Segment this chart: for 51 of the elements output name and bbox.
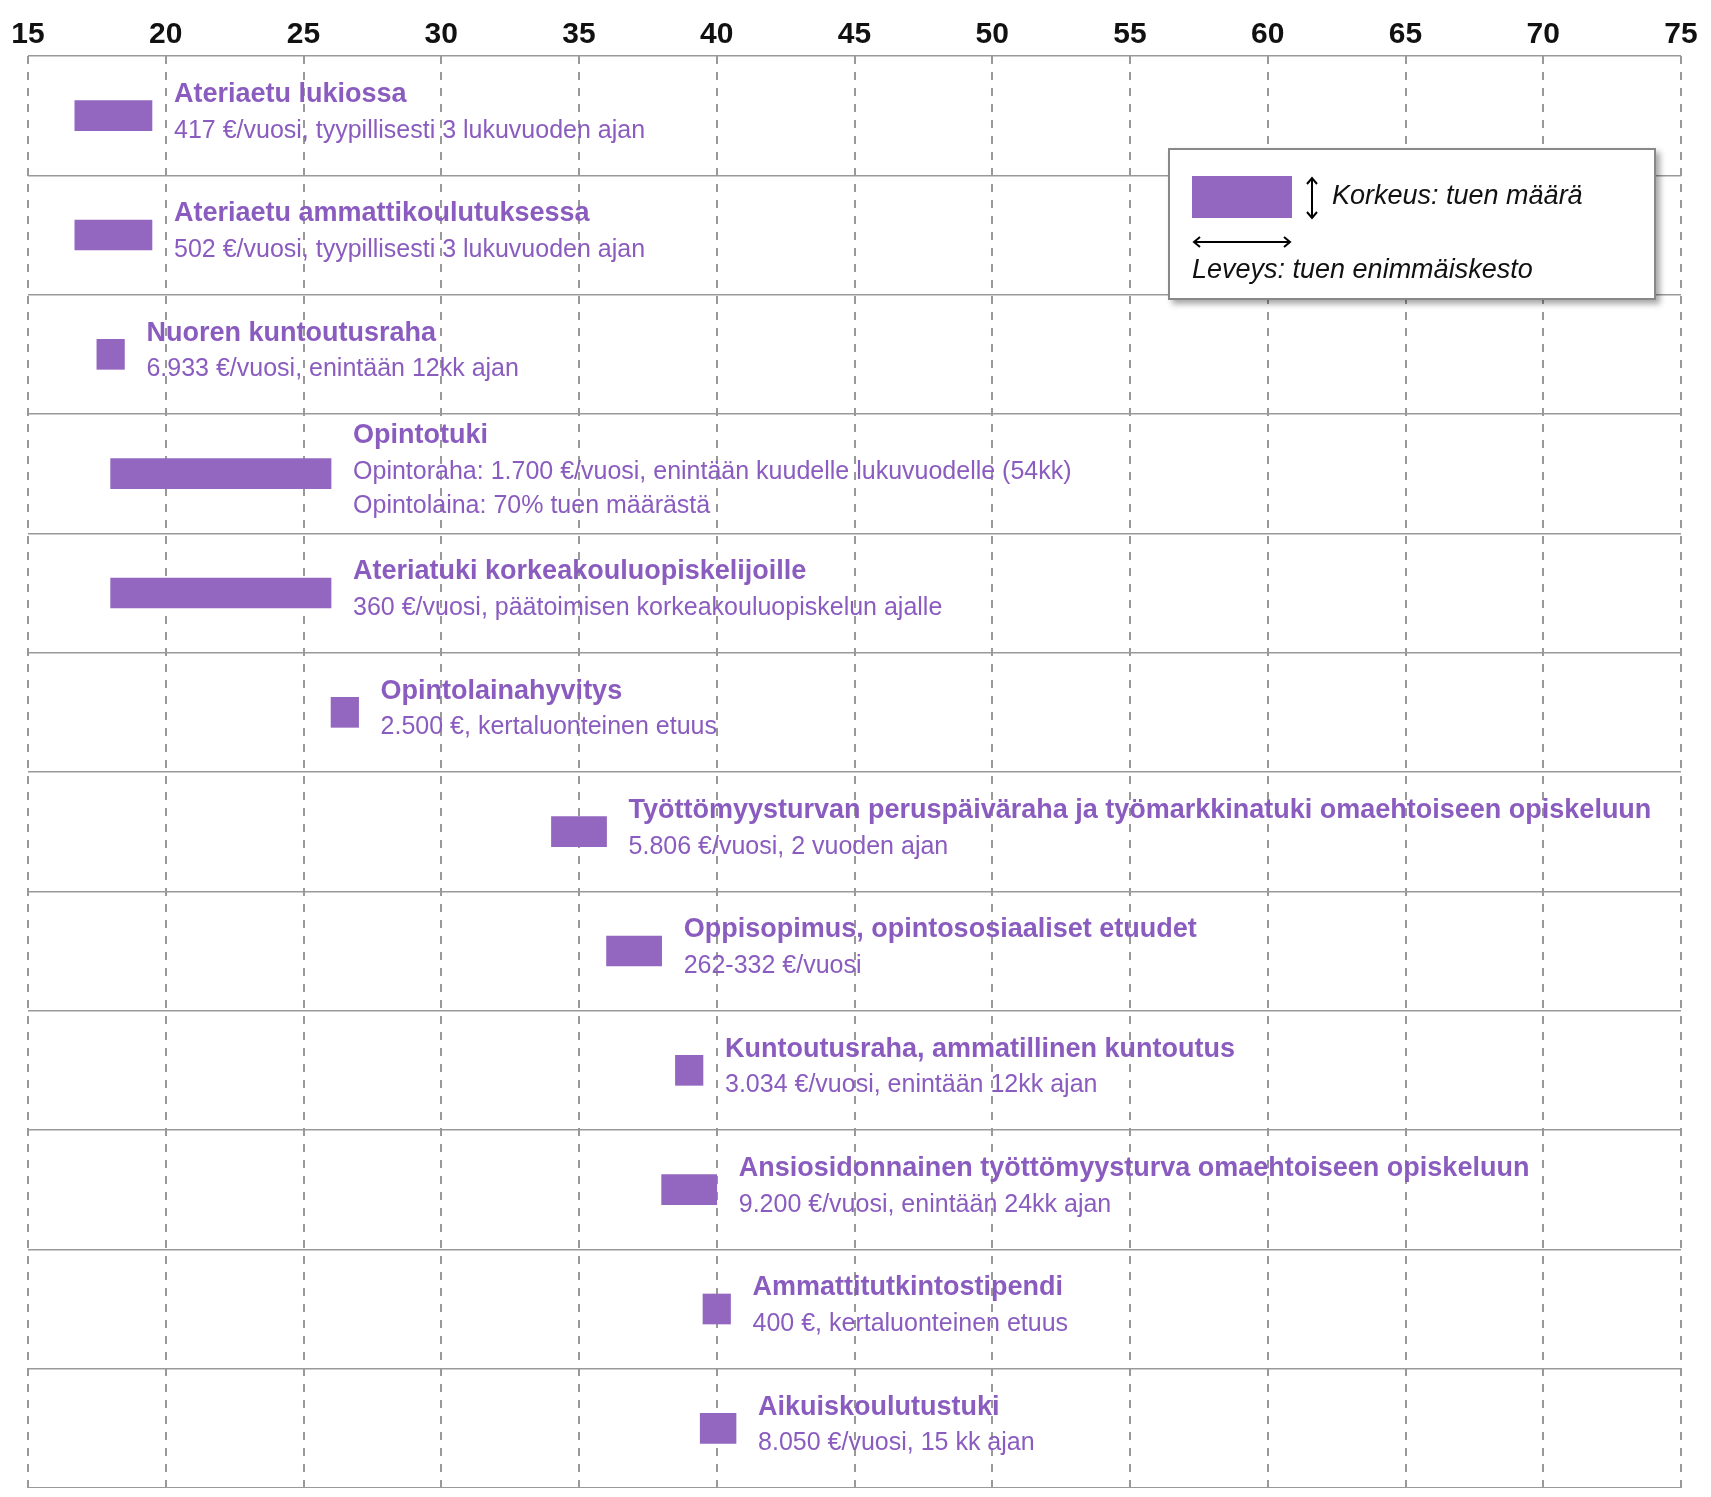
y-tick-label: Ansiosidonnainen työttömyysturva omaehtoiseen opiskeluun xyxy=(738,1152,1530,1183)
annotation: 2.500 €, kertaluonteinen etuus xyxy=(380,711,717,740)
y-tick-label: Kuntoutusraha, ammatillinen kuntoutus xyxy=(724,1032,1236,1063)
x-tick-label: 75 xyxy=(1664,16,1698,50)
x-tick-label: 65 xyxy=(1388,16,1423,50)
bar xyxy=(606,935,662,967)
x-tick-label: 70 xyxy=(1526,16,1560,50)
x-tick-label: 45 xyxy=(837,16,872,50)
x-tick-label: 20 xyxy=(149,16,183,50)
y-tick-label: Opintotuki xyxy=(353,419,489,450)
bar xyxy=(74,100,153,131)
y-tick-label: Työttömyysturvan peruspäiväraha ja työmarkkinatuki omaehtoiseen opiskeluun xyxy=(628,794,1652,825)
x-tick-label: 60 xyxy=(1251,16,1285,50)
y-tick-label: Nuoren kuntoutusraha xyxy=(146,316,437,347)
x-tick-label: 35 xyxy=(562,16,596,50)
x-tick-label: 15 xyxy=(11,16,45,50)
bar xyxy=(96,339,125,370)
annotation: Opintoraha: 1.700 €/vuosi, enintään kuudelle lukuvuodelle (54kk) Opintolaina: 70% tuen määrästä xyxy=(353,455,1072,518)
annotation: 8.050 €/vuosi, 15 kk ajan xyxy=(758,1427,1035,1456)
bar xyxy=(74,219,153,251)
bar xyxy=(675,1055,704,1086)
y-tick-label: Oppisopimus, opintososiaaliset etuudet xyxy=(683,913,1197,944)
y-tick-label: Ateriaetu ammattikoulutuksessa xyxy=(173,197,591,228)
annotation: 417 €/vuosi, tyypillisesti 3 lukuvuoden ajan xyxy=(173,114,646,143)
x-tick-label: 30 xyxy=(424,16,458,50)
y-tick-label: Ammattitutkintostipendi xyxy=(752,1271,1064,1302)
bar xyxy=(110,577,332,609)
annotation: 6.933 €/vuosi, enintään 12kk ajan xyxy=(146,353,519,382)
y-tick-label: Ateriatuki korkeakouluopiskelijoille xyxy=(353,555,807,586)
x-tick-label: 40 xyxy=(700,16,734,50)
annotation: 502 €/vuosi, tyypillisesti 3 lukuvuoden ajan xyxy=(173,233,646,262)
bar xyxy=(330,697,359,728)
bar xyxy=(110,458,332,489)
bar xyxy=(661,1174,718,1205)
x-tick-label: 55 xyxy=(1113,16,1147,50)
x-tick-label: 50 xyxy=(975,16,1009,50)
annotation: Leveys: tuen enimmäiskesto xyxy=(1192,254,1533,285)
annotation: 9.200 €/vuosi, enintään 24kk ajan xyxy=(738,1188,1112,1217)
annotation: 360 €/vuosi, päätoimisen korkeakouluopiskelun ajalle xyxy=(353,591,943,620)
annotation: 400 €, kertaluonteinen etuus xyxy=(752,1307,1069,1336)
annotation: 3.034 €/vuosi, enintään 12kk ajan xyxy=(724,1069,1098,1098)
bar xyxy=(699,1413,737,1444)
annotation: 262-332 €/vuosi xyxy=(683,949,862,978)
x-tick-label: 25 xyxy=(286,16,321,50)
bar xyxy=(551,816,607,847)
y-tick-label: Aikuiskoulutustuki xyxy=(758,1390,1000,1421)
annotation: 5.806 €/vuosi, 2 vuoden ajan xyxy=(628,830,949,859)
y-tick-label: Opintolainahyvitys xyxy=(380,674,623,705)
bar xyxy=(702,1293,731,1325)
y-tick-label: Ateriaetu lukiossa xyxy=(173,78,408,109)
annotation: Korkeus: tuen määrä xyxy=(1332,180,1583,211)
